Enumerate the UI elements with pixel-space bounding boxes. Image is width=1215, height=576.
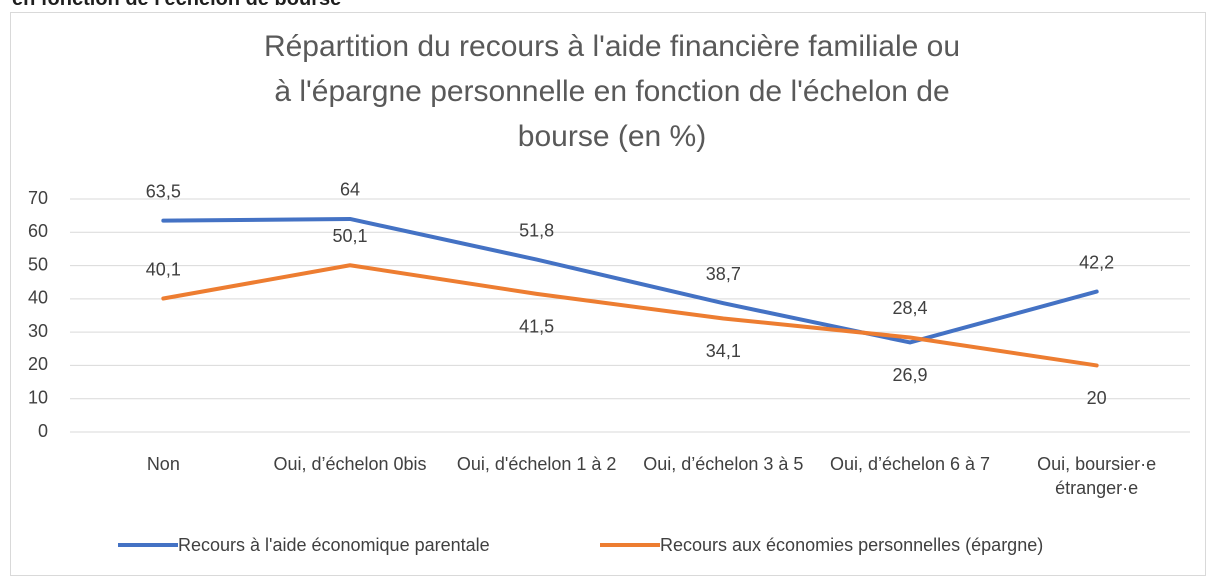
data-label: 28,4	[892, 298, 927, 318]
x-tick-label: Oui, d’échelon 0bis	[273, 454, 427, 474]
data-label: 40,1	[146, 259, 181, 279]
data-label: 26,9	[892, 365, 927, 385]
y-tick-label: 60	[28, 221, 48, 241]
legend-label: Recours à l'aide économique parentale	[178, 535, 490, 555]
y-tick-label: 70	[28, 188, 48, 208]
x-tick-label: Non	[146, 454, 180, 474]
y-tick-label: 40	[28, 288, 48, 308]
x-tick-label: Oui, boursier·e étranger·e	[1037, 454, 1157, 498]
x-tick-label: Oui, d’échelon 3 à 5	[643, 454, 804, 474]
y-tick-label: 50	[28, 254, 48, 274]
data-label: 20	[1087, 388, 1107, 408]
data-label: 64	[340, 180, 360, 200]
y-tick-label: 0	[38, 421, 48, 441]
page-heading: en fonction de l'échelon de bourse	[12, 0, 341, 11]
y-tick-label: 30	[28, 321, 48, 341]
data-label: 41,5	[519, 317, 554, 337]
data-label: 34,1	[706, 341, 741, 361]
legend-label: Recours aux économies personnelles (épar…	[660, 535, 1043, 555]
x-tick-label: Oui, d’échelon 6 à 7	[829, 454, 991, 474]
line-series	[161, 216, 1099, 345]
data-label: 63,5	[146, 181, 181, 201]
y-tick-label: 20	[28, 354, 48, 374]
chart-title: Répartition du recours à l'aide financiè…	[263, 30, 961, 153]
line-series	[161, 263, 1099, 368]
data-label: 38,7	[706, 264, 741, 284]
x-tick-label: Oui, d'échelon 1 à 2	[456, 454, 617, 474]
data-label: 42,2	[1079, 252, 1114, 272]
data-label: 51,8	[519, 220, 554, 240]
y-tick-label: 10	[28, 387, 48, 407]
data-label: 50,1	[332, 226, 367, 246]
